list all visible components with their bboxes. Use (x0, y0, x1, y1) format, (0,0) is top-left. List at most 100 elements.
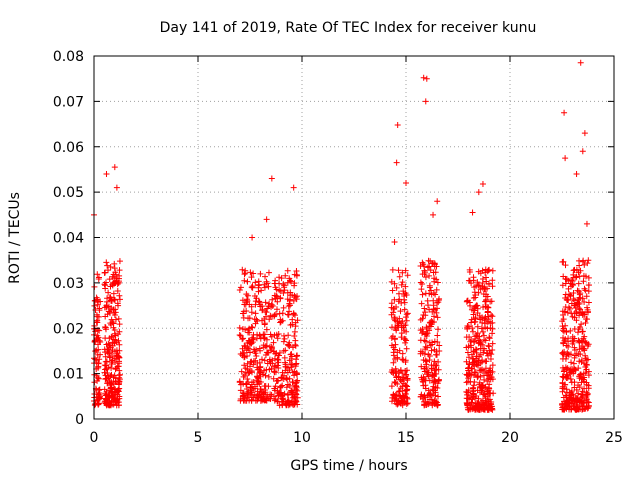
data-point (111, 260, 118, 267)
data-point (245, 337, 252, 344)
data-point (484, 378, 491, 385)
data-point (292, 337, 299, 344)
data-point (285, 402, 292, 409)
data-point (474, 309, 481, 316)
data-point (108, 350, 115, 357)
data-point (396, 347, 403, 354)
data-point (417, 263, 424, 270)
data-point (566, 406, 573, 413)
data-point (110, 296, 117, 303)
data-point (257, 270, 264, 277)
data-point (488, 312, 495, 319)
data-point (489, 313, 496, 320)
data-point (485, 400, 492, 407)
data-points (91, 59, 592, 413)
data-point (583, 366, 590, 373)
data-point (288, 278, 295, 285)
data-point (464, 401, 471, 408)
data-point (102, 324, 109, 331)
y-tick-label: 0.04 (53, 231, 84, 247)
data-point (261, 386, 268, 393)
data-point (400, 374, 407, 381)
data-point (244, 292, 251, 299)
data-point (584, 260, 591, 267)
data-point (95, 391, 102, 398)
data-point (268, 365, 275, 372)
data-point (288, 353, 295, 360)
data-point (418, 374, 425, 381)
data-point (559, 308, 566, 315)
data-point (389, 366, 396, 373)
data-point (559, 379, 566, 386)
data-point (241, 277, 248, 284)
data-point (398, 300, 405, 307)
data-point (418, 300, 425, 307)
data-point (571, 347, 578, 354)
data-point (468, 351, 475, 358)
data-point (428, 347, 435, 354)
data-point (480, 291, 487, 298)
data-point (236, 287, 243, 294)
data-point (485, 342, 492, 349)
data-point (423, 361, 430, 368)
data-point (109, 339, 116, 346)
data-point (244, 390, 251, 397)
data-point (253, 352, 260, 359)
data-point (470, 294, 477, 301)
data-point (276, 274, 283, 281)
data-point (404, 375, 411, 382)
data-point (116, 267, 123, 274)
data-point (583, 381, 590, 388)
data-point (489, 347, 496, 354)
data-point (473, 355, 480, 362)
data-point (476, 367, 483, 374)
data-point (570, 295, 577, 302)
data-point (108, 359, 115, 366)
data-point (271, 355, 278, 362)
y-tick-label: 0.06 (53, 140, 84, 156)
data-point (284, 267, 291, 274)
data-point (264, 280, 271, 287)
data-point (585, 403, 592, 410)
data-point (250, 336, 257, 343)
data-point (579, 148, 586, 155)
data-point (277, 383, 284, 390)
data-point (583, 340, 590, 347)
data-point (280, 281, 287, 288)
data-point (575, 280, 582, 287)
data-point (470, 348, 477, 355)
data-point (475, 282, 482, 289)
data-point (481, 336, 488, 343)
data-point (429, 339, 436, 346)
data-point (293, 378, 300, 385)
data-point (489, 340, 496, 347)
data-point (102, 269, 109, 276)
data-point (395, 290, 402, 297)
data-point (570, 274, 577, 281)
data-point (291, 384, 298, 391)
data-point (389, 266, 396, 273)
data-point (426, 272, 433, 279)
data-point (434, 279, 441, 286)
data-point (282, 347, 289, 354)
data-point (252, 279, 259, 286)
data-point (403, 371, 410, 378)
data-point (470, 384, 477, 391)
data-point (477, 286, 484, 293)
data-point (281, 335, 288, 342)
data-point (585, 385, 592, 392)
data-point (572, 304, 579, 311)
data-point (113, 365, 120, 372)
data-point (574, 406, 581, 413)
data-point (464, 406, 471, 413)
data-point (574, 297, 581, 304)
data-point (114, 350, 121, 357)
data-point (389, 287, 396, 294)
data-point (110, 290, 117, 297)
data-point (573, 310, 580, 317)
data-point (248, 369, 255, 376)
data-point (292, 294, 299, 301)
data-point (585, 372, 592, 379)
data-point (279, 375, 286, 382)
data-point (402, 314, 409, 321)
